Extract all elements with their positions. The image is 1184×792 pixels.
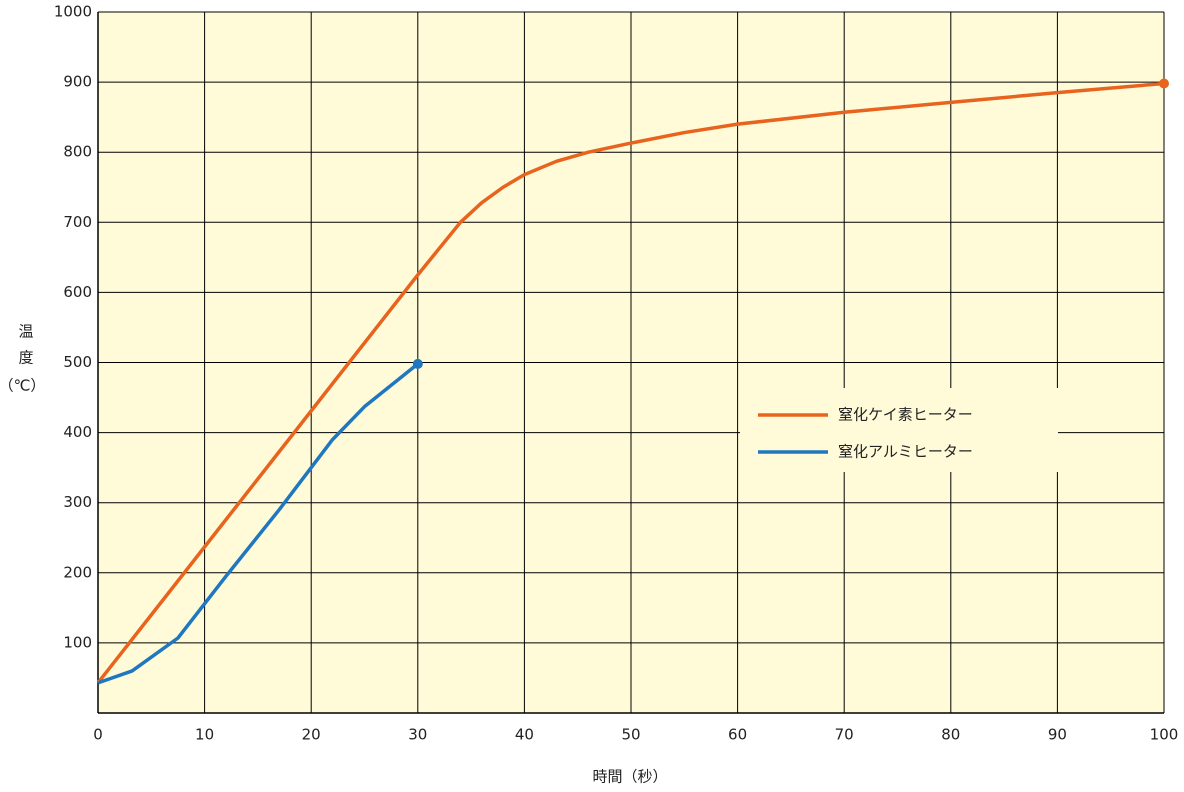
y-tick-label: 200 [63, 563, 92, 581]
y-tick-label: 1000 [54, 3, 92, 21]
y-tick-label: 800 [63, 143, 92, 161]
y-axis-label: 度 [18, 349, 33, 367]
y-tick-label: 900 [63, 73, 92, 91]
legend-label: 窒化ケイ素ヒーター [838, 406, 973, 424]
end-marker [412, 358, 423, 369]
y-tick-label: 100 [63, 633, 92, 651]
y-axis-label: （℃） [0, 377, 45, 395]
x-tick-label: 100 [1150, 726, 1179, 744]
x-tick-label: 0 [93, 726, 103, 744]
x-tick-label: 30 [408, 726, 427, 744]
y-tick-label: 500 [63, 353, 92, 371]
x-tick-label: 70 [835, 726, 854, 744]
x-tick-label: 80 [941, 726, 960, 744]
legend-label: 窒化アルミヒーター [838, 443, 973, 461]
legend-box [740, 388, 1058, 472]
x-tick-label: 60 [728, 726, 747, 744]
x-tick-label: 40 [515, 726, 534, 744]
y-axis-label: 温 [18, 323, 33, 341]
series-line [97, 362, 419, 685]
y-tick-label: 700 [63, 213, 92, 231]
x-tick-label: 20 [302, 726, 321, 744]
y-tick-label: 400 [63, 423, 92, 441]
end-marker [1159, 78, 1169, 89]
x-tick-label: 10 [195, 726, 214, 744]
x-tick-label: 50 [621, 726, 640, 744]
x-tick-label: 90 [1048, 726, 1067, 744]
x-axis-label: 時間（秒） [592, 768, 667, 786]
series-line [96, 81, 1165, 684]
y-tick-label: 300 [63, 493, 92, 511]
y-tick-label: 600 [63, 283, 92, 301]
